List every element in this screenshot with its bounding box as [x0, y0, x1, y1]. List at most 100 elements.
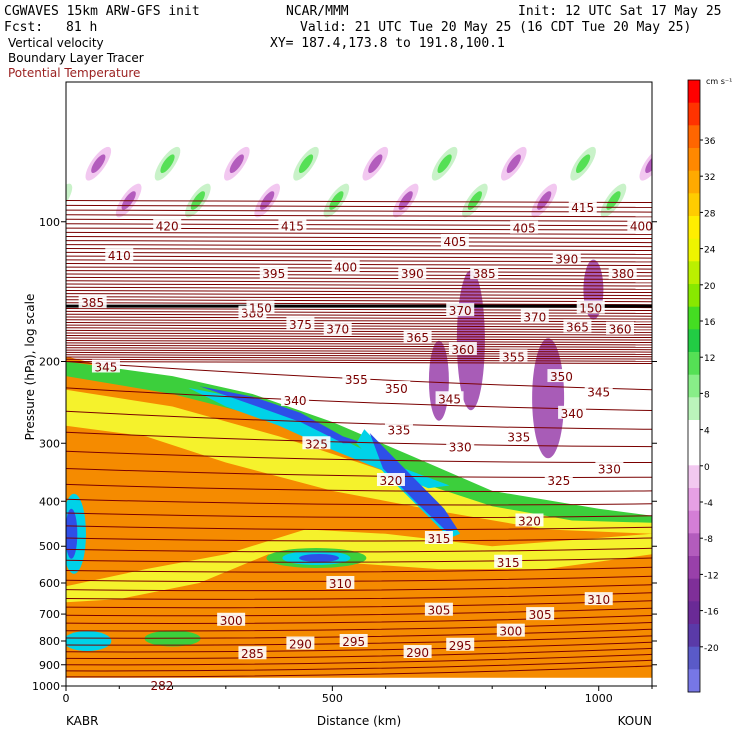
- isentrope-label-bg: [584, 384, 613, 398]
- isentrope-lines: [66, 200, 652, 678]
- isentrope-label: 350: [385, 382, 408, 396]
- isentrope: [66, 302, 652, 306]
- isentrope-label-bg: [440, 233, 469, 247]
- isentrope-label: 295: [342, 635, 365, 649]
- colorbar-label: 36: [704, 137, 716, 147]
- colorbar-label: 28: [704, 209, 716, 219]
- y-tick-label: 100: [39, 216, 60, 229]
- isentrope: [66, 276, 652, 280]
- vv-core: [398, 191, 413, 210]
- colorbar-swatch: [688, 397, 700, 421]
- isentrope: [66, 308, 652, 311]
- y-tick-label: 800: [39, 635, 60, 648]
- vv-core: [437, 154, 452, 173]
- isentrope: [66, 356, 652, 360]
- isentrope: [66, 273, 652, 277]
- isentrope-label: 385: [473, 267, 496, 281]
- isentrope: [66, 600, 652, 609]
- isentrope: [66, 244, 652, 248]
- isentrope-label: 330: [598, 462, 621, 476]
- isentrope-label: 150: [579, 301, 602, 315]
- colorbar-swatch: [688, 624, 700, 648]
- x-end-station: KOUN: [618, 714, 652, 728]
- isentrope: [66, 313, 652, 317]
- isentrope-label-bg: [331, 259, 360, 273]
- colorbar-swatch: [688, 374, 700, 398]
- isentrope-label-bg: [238, 646, 267, 660]
- isentrope: [66, 296, 652, 300]
- isentrope-label-bg: [510, 220, 539, 234]
- isentrope-label-bg: [302, 436, 331, 450]
- isentrope-label: 315: [427, 532, 450, 546]
- isentrope-label: 335: [507, 430, 530, 444]
- isentrope-label-bg: [259, 266, 288, 280]
- y-tick-label: 600: [39, 577, 60, 590]
- colorbar-swatch: [688, 646, 700, 670]
- isentrope-label: 385: [81, 296, 104, 310]
- field-vertical-velocity: Vertical velocity: [8, 36, 104, 50]
- isentrope-label: 325: [305, 437, 328, 451]
- isentrope-label: 410: [108, 249, 131, 263]
- isentrope: [66, 537, 652, 542]
- isentrope-label-bg: [504, 429, 533, 443]
- isentrope: [66, 450, 652, 464]
- isentrope: [66, 659, 652, 672]
- model-title: CGWAVES 15km ARW-GFS init: [4, 4, 200, 19]
- vv-core: [229, 154, 244, 173]
- isentrope-label-bg: [281, 392, 310, 406]
- isentrope: [66, 431, 652, 448]
- org-label: NCAR/MMM: [286, 4, 349, 19]
- vv-downdraft: [456, 270, 485, 411]
- colorbar-swatch: [688, 306, 700, 330]
- y-axis-label: Pressure (hPa), log scale: [23, 293, 37, 441]
- isentrope-label-bg: [78, 295, 107, 309]
- isentrope: [66, 351, 652, 355]
- isentrope-label-bg: [91, 359, 120, 373]
- colorbar-swatch: [688, 261, 700, 285]
- isentrope: [66, 324, 652, 328]
- colorbar-swatch: [688, 465, 700, 489]
- isentrope-label-bg: [499, 349, 528, 363]
- colorbar-label: -20: [704, 644, 719, 654]
- isentrope-label: 390: [401, 267, 424, 281]
- colorbar-swatch: [688, 80, 700, 104]
- isentrope-label-bg: [326, 576, 355, 590]
- isentrope-label-bg: [153, 218, 182, 232]
- colorbar-swatch: [688, 170, 700, 194]
- fcst-label: Fcst:: [4, 20, 44, 35]
- isentrope: [66, 547, 652, 553]
- colorbar-label: -12: [704, 571, 719, 581]
- isentrope-label: 355: [502, 350, 525, 364]
- colorbar-swatch: [688, 216, 700, 240]
- colorbar-swatch: [688, 578, 700, 602]
- isentrope-label: 415: [281, 220, 304, 234]
- isentrope-label-bg: [246, 300, 275, 314]
- isentrope-label-bg: [544, 473, 573, 487]
- isentrope-label-bg: [515, 513, 544, 527]
- isentrope: [66, 358, 652, 362]
- colorbar-label: 12: [704, 354, 715, 364]
- isentrope-label-bg: [606, 321, 635, 335]
- colorbar-label: 4: [704, 427, 710, 437]
- isentrope: [66, 575, 652, 583]
- isentrope-label: 345: [587, 385, 610, 399]
- isentrope-label-bg: [563, 319, 592, 333]
- isentrope-label-bg: [323, 321, 352, 335]
- isentrope-label-bg: [576, 300, 605, 314]
- isentrope-label: 340: [284, 394, 307, 408]
- xy-range: XY= 187.4,173.8 to 191.8,100.1: [270, 36, 505, 51]
- isentrope-label: 390: [555, 253, 578, 267]
- vv-core: [645, 154, 652, 173]
- isentrope-label: 395: [262, 267, 285, 281]
- isentrope: [66, 354, 652, 358]
- isentrope: [66, 327, 652, 331]
- isentrope: [66, 665, 652, 678]
- isentrope: [66, 498, 652, 506]
- x-tick-label: 0: [63, 692, 70, 705]
- vv-core: [260, 191, 275, 210]
- isentrope: [66, 641, 652, 653]
- isentrope-label: 370: [449, 304, 472, 318]
- isentrope: [66, 231, 652, 235]
- isentrope-label: 335: [388, 423, 411, 437]
